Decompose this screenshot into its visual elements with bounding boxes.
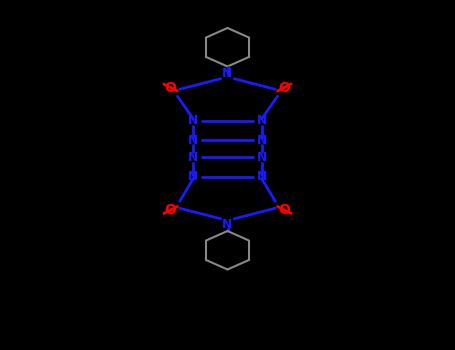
Text: N: N xyxy=(257,170,267,183)
Text: O: O xyxy=(278,203,290,217)
Text: N: N xyxy=(188,170,198,183)
Text: N: N xyxy=(188,133,198,147)
Text: N: N xyxy=(222,67,233,80)
Text: N: N xyxy=(257,114,267,127)
Text: N: N xyxy=(222,217,233,231)
Text: O: O xyxy=(165,203,177,217)
Text: O: O xyxy=(165,80,177,94)
Text: O: O xyxy=(278,80,290,94)
Text: N: N xyxy=(257,133,267,147)
Text: N: N xyxy=(188,114,198,127)
Text: N: N xyxy=(188,151,198,164)
Text: N: N xyxy=(257,151,267,164)
